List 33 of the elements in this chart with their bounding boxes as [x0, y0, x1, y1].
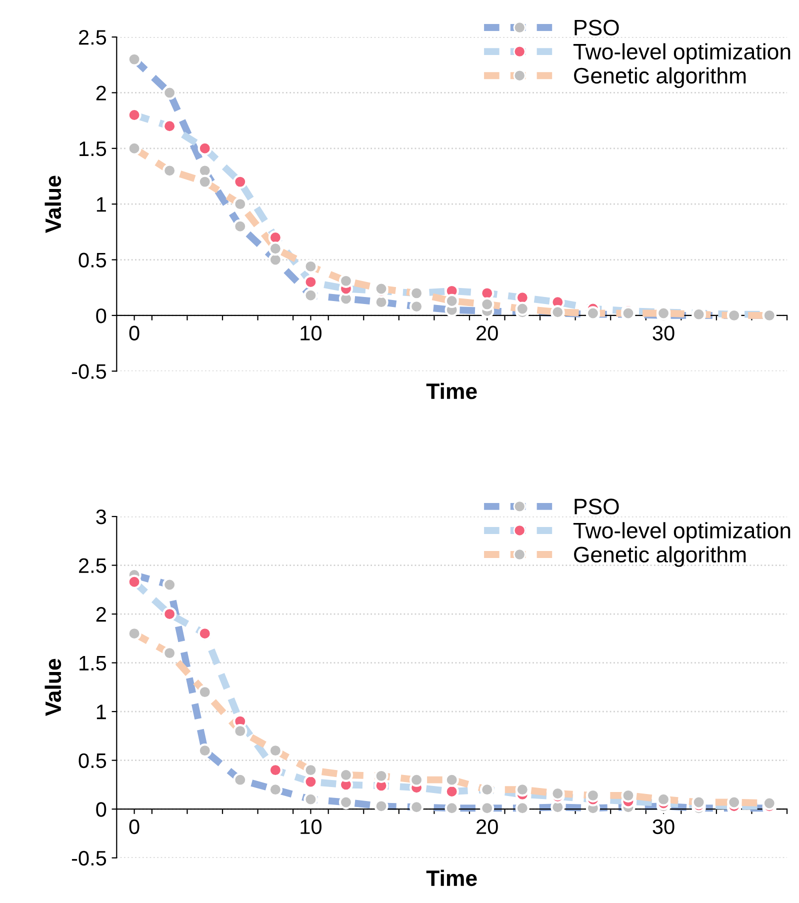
x-tick-label: 20 [476, 819, 498, 834]
y-tick-label: -0.5 [72, 364, 106, 379]
y-tick-label: 0.5 [78, 753, 106, 768]
y-tick-label: 0.5 [78, 252, 106, 268]
y-tick-label: 0 [96, 802, 106, 817]
y-tick-label: 2.5 [79, 30, 106, 45]
x-axis-title: Time [426, 382, 477, 400]
x-axis-title: Time [426, 870, 477, 886]
y-axis-title: Value [44, 658, 62, 716]
y-tick-label: 2 [96, 607, 106, 622]
y-tick-label: 1 [96, 704, 106, 720]
x-tick-label: 30 [652, 819, 674, 834]
legend-label: Two-level optimization [573, 43, 790, 64]
y-tick-label: 1.5 [80, 656, 106, 671]
legend-label: PSO [574, 498, 619, 514]
y-tick-label: 2.5 [79, 558, 106, 574]
y-tick-label: 0 [96, 308, 106, 324]
legend-label: Genetic algorithm [574, 67, 746, 88]
y-tick-label: 2 [96, 86, 106, 100]
y-tick-label: -0.5 [72, 850, 106, 866]
x-tick-label: 10 [300, 819, 322, 834]
y-tick-label: 1 [96, 197, 106, 212]
x-tick-label: 30 [652, 326, 674, 340]
y-tick-label: 3 [96, 510, 106, 524]
x-tick-label: 0 [129, 819, 140, 834]
legend-label: PSO [574, 20, 619, 36]
legend-label: Genetic algorithm [574, 546, 746, 567]
y-axis-title: Value [44, 176, 62, 233]
legend-label: Two-level optimization [573, 522, 790, 543]
y-tick-label: 1.5 [80, 142, 106, 156]
x-tick-label: 0 [129, 326, 140, 340]
x-tick-label: 20 [476, 326, 498, 340]
x-tick-label: 10 [300, 326, 322, 340]
